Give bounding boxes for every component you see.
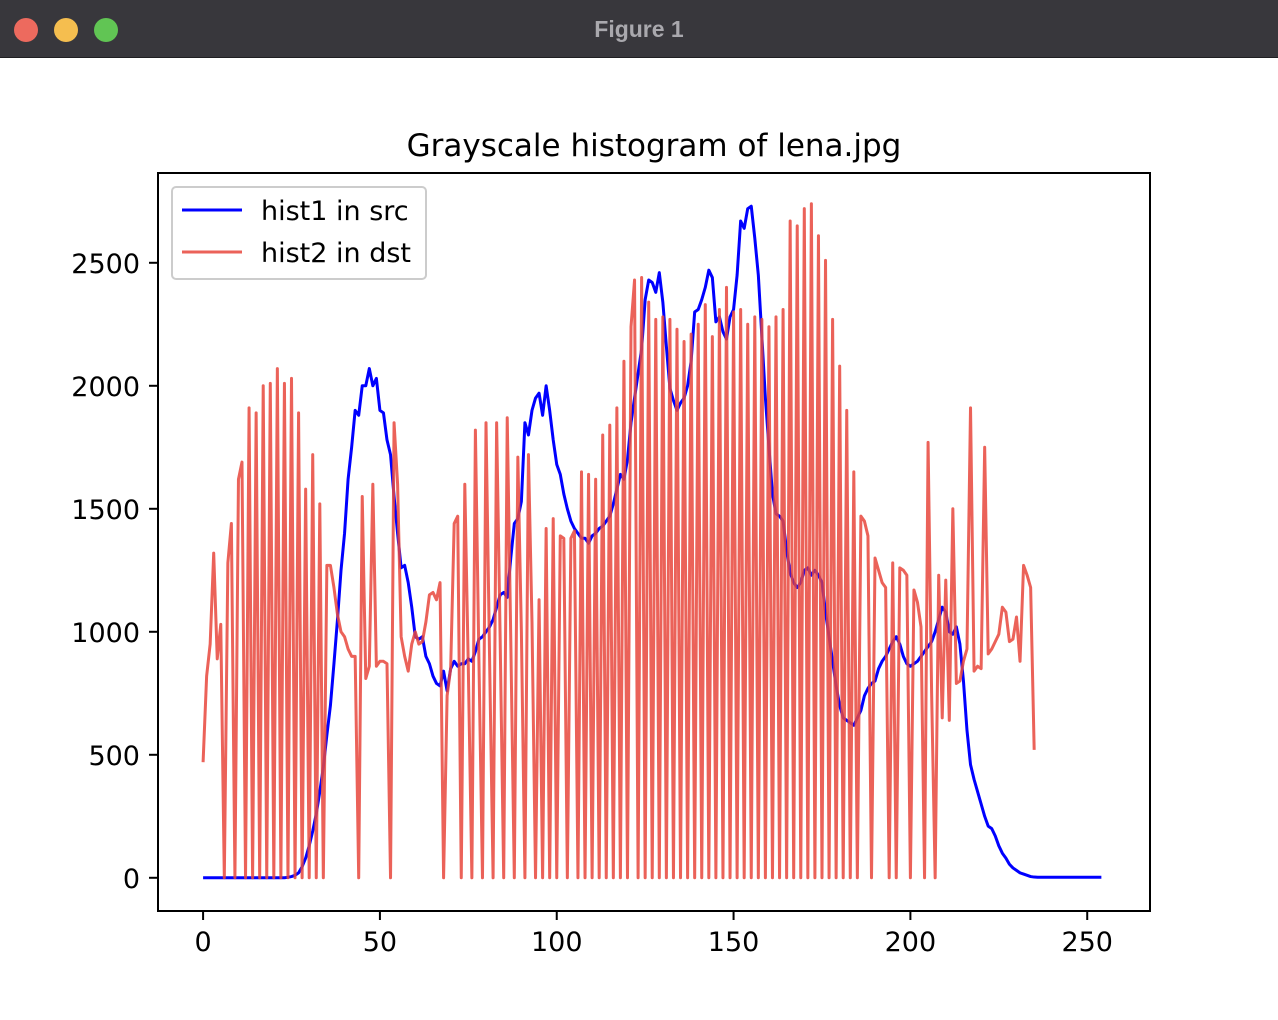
chart-title: Grayscale histogram of lena.jpg <box>407 128 902 164</box>
x-tick-label: 0 <box>194 927 211 958</box>
maximize-window-button[interactable] <box>94 18 118 42</box>
window-titlebar[interactable]: Figure 1 <box>0 0 1278 58</box>
minimize-window-button[interactable] <box>54 18 78 42</box>
x-tick-label: 150 <box>708 927 760 958</box>
series-layer <box>201 202 1102 880</box>
x-tick-label: 50 <box>363 927 397 958</box>
window-title: Figure 1 <box>594 16 684 42</box>
axes-frame <box>157 172 1151 912</box>
legend: hist1 in src hist2 in dst <box>171 186 427 280</box>
y-tick-label: 1500 <box>71 495 140 526</box>
line-chart: Grayscale histogram of lena.jpg 0 50 100 15… <box>71 128 1151 958</box>
legend-label-hist1: hist1 in src <box>261 196 409 227</box>
x-tick-label: 200 <box>885 927 937 958</box>
y-tick-label: 500 <box>88 741 140 772</box>
y-tick-label: 0 <box>123 864 140 895</box>
figure-canvas: Grayscale histogram of lena.jpg 0 50 100 15… <box>0 58 1278 1016</box>
x-axis: 0 50 100 150 200 250 <box>194 911 1113 958</box>
y-tick-label: 2500 <box>71 249 140 280</box>
y-axis: 0 500 1000 1500 2000 2500 <box>71 249 158 895</box>
series-line-2 <box>201 202 1036 880</box>
y-tick-label: 1000 <box>71 618 140 649</box>
close-window-button[interactable] <box>14 18 38 42</box>
legend-label-hist2: hist2 in dst <box>261 238 411 269</box>
x-tick-label: 250 <box>1061 927 1113 958</box>
y-tick-label: 2000 <box>71 372 140 403</box>
x-tick-label: 100 <box>531 927 583 958</box>
